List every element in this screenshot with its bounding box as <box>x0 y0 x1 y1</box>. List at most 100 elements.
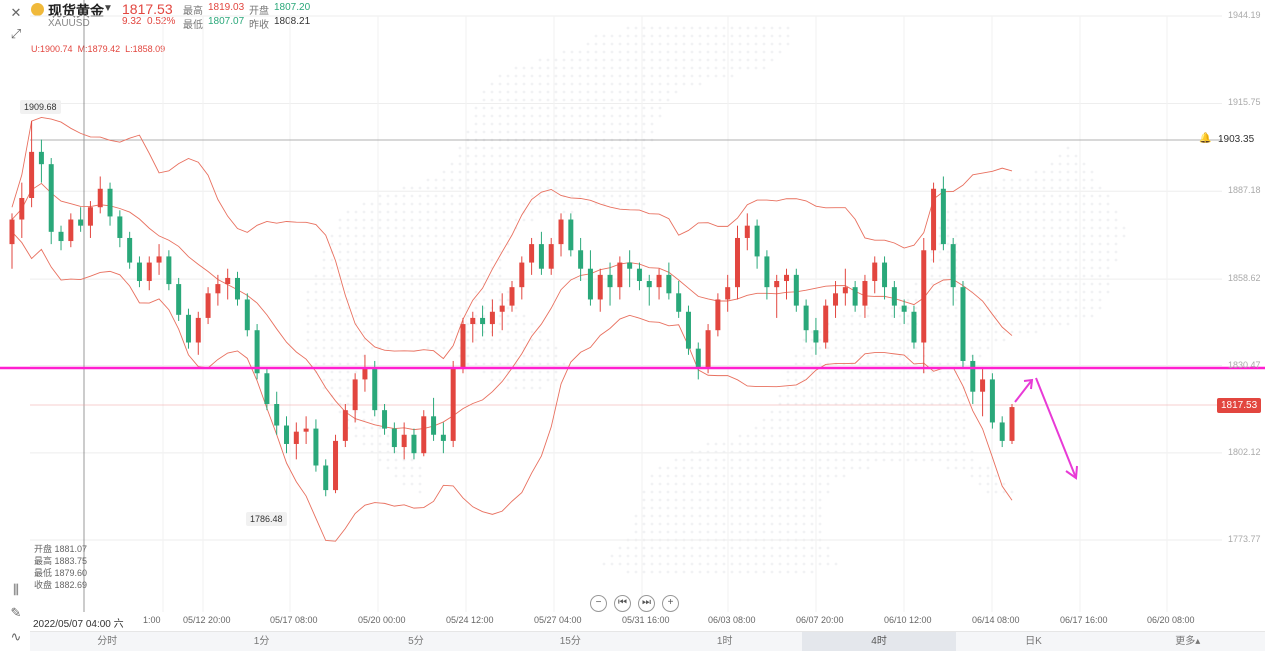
map-dot <box>378 210 382 214</box>
map-dot <box>426 258 430 262</box>
map-dot <box>1018 250 1022 254</box>
map-dot <box>874 418 878 422</box>
map-dot <box>578 186 582 190</box>
map-dot <box>482 162 486 166</box>
map-dot <box>490 378 494 382</box>
scroll-end-button[interactable]: ⏭ <box>638 595 655 612</box>
map-dot <box>858 362 862 366</box>
fullscreen-icon[interactable]: ⤢ <box>10 26 22 41</box>
map-dot <box>602 114 606 118</box>
candlestick-chart[interactable] <box>0 0 1265 612</box>
map-dot <box>1002 242 1006 246</box>
map-dot <box>938 226 942 230</box>
map-dot <box>842 346 846 350</box>
map-dot <box>650 570 654 574</box>
candle-body <box>950 244 956 288</box>
map-dot <box>866 346 870 350</box>
map-dot <box>818 378 822 382</box>
map-dot <box>650 106 654 110</box>
map-dot <box>602 106 606 110</box>
map-dot <box>458 170 462 174</box>
map-dot <box>514 370 518 374</box>
map-dot <box>1034 170 1038 174</box>
map-dot <box>986 298 990 302</box>
map-dot <box>642 122 646 126</box>
map-dot <box>434 298 438 302</box>
map-dot <box>650 82 654 86</box>
map-dot <box>394 298 398 302</box>
tab-timeshare[interactable]: 分时 <box>97 636 118 647</box>
map-dot <box>338 386 342 390</box>
map-dot <box>754 426 758 430</box>
chevron-down-icon[interactable]: ▼ <box>103 3 113 14</box>
map-dot <box>306 314 310 318</box>
map-dot <box>394 466 398 470</box>
map-dot <box>762 530 766 534</box>
wave-icon[interactable]: ∿ <box>10 629 22 644</box>
map-dot <box>498 298 502 302</box>
map-dot <box>546 106 550 110</box>
map-dot <box>378 290 382 294</box>
indicator-icon[interactable]: ⫼ <box>13 582 19 597</box>
map-dot <box>810 546 814 550</box>
tab-1min[interactable]: 1分 <box>253 636 270 647</box>
map-dot <box>682 562 686 566</box>
map-dot <box>626 114 630 118</box>
map-dot <box>442 258 446 262</box>
map-dot <box>498 146 502 150</box>
map-dot <box>522 82 526 86</box>
map-dot <box>498 258 502 262</box>
map-dot <box>610 170 614 174</box>
map-dot <box>338 250 342 254</box>
map-dot <box>482 298 486 302</box>
tab-daily[interactable]: 日K <box>1025 636 1042 647</box>
candle-body <box>833 293 839 306</box>
instrument-name[interactable]: 现货黄金 <box>48 3 104 19</box>
map-dot <box>730 50 734 54</box>
map-dot <box>794 434 798 438</box>
zoom-out-button[interactable]: − <box>590 595 607 612</box>
pen-icon[interactable]: ✎ <box>10 605 22 620</box>
map-dot <box>498 338 502 342</box>
map-dot <box>658 34 662 38</box>
map-dot <box>658 466 662 470</box>
map-dot <box>770 26 774 30</box>
map-dot <box>426 234 430 238</box>
map-dot <box>954 434 958 438</box>
map-dot <box>362 202 366 206</box>
map-dot <box>882 306 886 310</box>
map-dot <box>650 474 654 478</box>
map-dot <box>490 290 494 294</box>
map-dot <box>658 106 662 110</box>
tab-4hour[interactable]: 4时 <box>801 632 957 651</box>
candle-body <box>803 305 809 331</box>
tab-1hour[interactable]: 1时 <box>716 636 733 647</box>
tab-15min[interactable]: 15分 <box>559 636 581 647</box>
map-dot <box>642 114 646 118</box>
map-dot <box>370 322 374 326</box>
map-dot <box>858 434 862 438</box>
zoom-in-button[interactable]: + <box>662 595 679 612</box>
map-dot <box>1002 194 1006 198</box>
map-dot <box>1066 210 1070 214</box>
candle-body <box>1009 407 1015 441</box>
map-dot <box>466 346 470 350</box>
candles <box>9 121 1015 497</box>
map-dot <box>666 546 670 550</box>
tab-more[interactable]: 更多▴ <box>1175 636 1201 647</box>
map-dot <box>858 418 862 422</box>
map-dot <box>770 554 774 558</box>
close-icon[interactable]: ✕ <box>10 5 22 20</box>
scroll-start-button[interactable]: ⏮ <box>614 595 631 612</box>
map-dot <box>642 50 646 54</box>
map-dot <box>658 562 662 566</box>
map-dot <box>1098 266 1102 270</box>
map-dot <box>874 394 878 398</box>
map-dot <box>458 282 462 286</box>
map-dot <box>1034 194 1038 198</box>
map-dot <box>706 554 710 558</box>
map-dot <box>610 186 614 190</box>
bell-icon[interactable]: 🔔 <box>1199 133 1212 144</box>
tab-5min[interactable]: 5分 <box>408 636 424 647</box>
map-dot <box>530 210 534 214</box>
